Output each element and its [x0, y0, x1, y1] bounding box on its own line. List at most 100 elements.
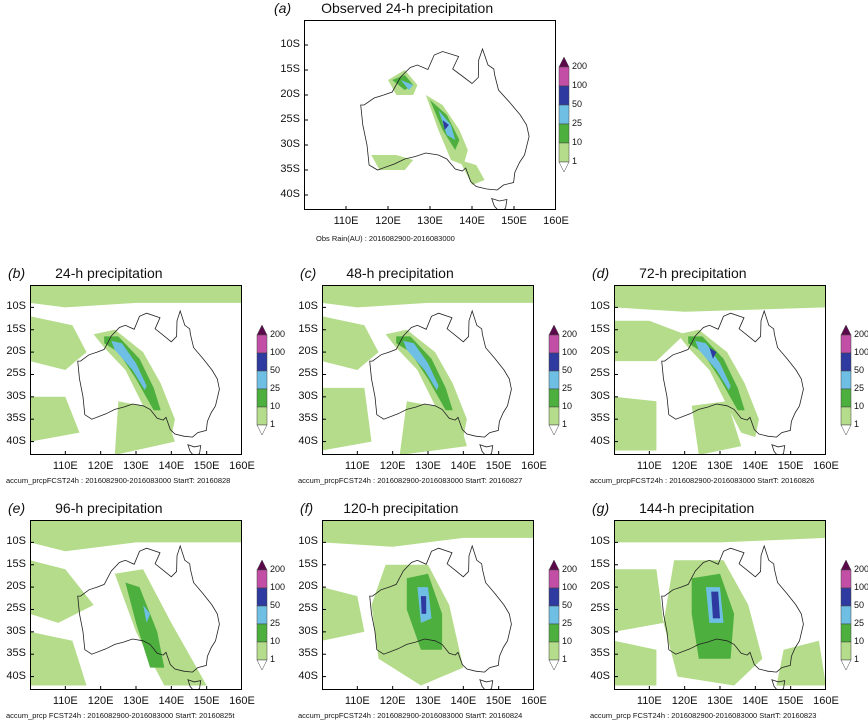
- colorbar-label: 200: [572, 61, 588, 71]
- panel-e-footer: accum_prcp FCST24h : 2016082900-20160830…: [6, 711, 235, 720]
- colorbar-label: 10: [562, 636, 573, 646]
- latitude-label: 40S: [298, 669, 318, 682]
- precip-area-light-green: [776, 640, 826, 686]
- panel-f: (f) 120-h precipitation 10S 15S 20S 25S 30S 35…: [292, 500, 582, 723]
- longitude-label: 150E: [485, 695, 512, 707]
- precip-area-dark-blue: [709, 347, 717, 359]
- colorbar-label: 1: [562, 654, 568, 664]
- panel-f-title: (f) 120-h precipitation: [300, 500, 458, 516]
- panel-d-map: [614, 285, 826, 455]
- panel-c-footer: accum_prcpFCST24h : 2016082900-201608300…: [298, 476, 523, 485]
- latitude-label: 30S: [590, 624, 610, 637]
- colorbar: 200 100 50 25 10 1: [548, 324, 582, 436]
- latitude-label: 25S: [590, 367, 610, 380]
- precip-area-light-green: [30, 285, 242, 308]
- panel-d: (d) 72-h precipitation 10S 15S 20S 25S 30S 35S…: [584, 265, 868, 490]
- precip-area-light-green: [30, 396, 80, 442]
- longitude-label: 120E: [375, 215, 401, 227]
- latitude-label: 40S: [590, 434, 610, 447]
- colorbar-label: 100: [562, 582, 578, 592]
- australia-coastline: [661, 309, 804, 438]
- precip-area-light-green: [322, 520, 534, 547]
- australia-coastline: [369, 544, 512, 673]
- panel-g-title: (g) 144-h precipitation: [592, 500, 754, 516]
- precip-area-light-green: [614, 640, 657, 686]
- longitude-label: 160E: [521, 695, 547, 707]
- australia-coastline: [77, 544, 220, 673]
- latitude-label: 15S: [6, 557, 26, 570]
- latitude-label: 35S: [298, 647, 318, 660]
- colorbar-scale: [840, 324, 852, 436]
- colorbar: 200 100 50 25 10 1: [558, 56, 592, 173]
- latitude-label: 20S: [280, 88, 300, 100]
- latitude-label: 30S: [280, 138, 300, 150]
- precip-area-light-green: [614, 285, 826, 312]
- precip-area-light-blue: [400, 80, 414, 90]
- precip-area-light-green: [30, 316, 87, 370]
- colorbar-label: 25: [854, 383, 865, 393]
- precip-area-green: [688, 336, 745, 411]
- colorbar-label: 25: [270, 383, 281, 393]
- colorbar: 200 100 50 25 10 1: [256, 559, 290, 671]
- precip-area-light-blue: [403, 340, 439, 391]
- precip-area-light-green: [459, 160, 485, 185]
- panel-g: (g) 144-h precipitation 10S 15S 20S 25S 30S 35…: [584, 500, 868, 723]
- precip-area-light-green: [371, 155, 414, 170]
- panel-f-footer: accum_prcpFCST24h : 2016082900-201608300…: [298, 711, 523, 720]
- latitude-label: 15S: [590, 557, 610, 570]
- latitude-label: 30S: [6, 389, 26, 402]
- latitude-label: 10S: [6, 300, 26, 313]
- tasmania-coastline: [479, 444, 494, 455]
- latitude-label: 30S: [298, 624, 318, 637]
- precip-area-light-green: [30, 631, 87, 686]
- longitude-label: 110E: [636, 695, 662, 707]
- longitude-label: 160E: [229, 695, 255, 707]
- longitude-label: 110E: [344, 460, 370, 472]
- panel-f-title-text: 120-h precipitation: [343, 500, 459, 516]
- longitude-label: 120E: [87, 695, 114, 707]
- latitude-label: 35S: [6, 412, 26, 425]
- precip-area-green: [125, 582, 165, 668]
- panel-a-letter: (a): [274, 0, 292, 16]
- latitude-label: 25S: [280, 113, 300, 125]
- latitude-label: 20S: [298, 580, 318, 593]
- panel-b-letter: (b): [8, 265, 26, 281]
- precip-area-light-blue: [695, 340, 731, 391]
- panel-d-title: (d) 72-h precipitation: [592, 265, 747, 281]
- latitude-label: 10S: [6, 535, 26, 548]
- colorbar: 200 100 50 25 10 1: [840, 324, 868, 436]
- longitude-label: 160E: [229, 460, 255, 472]
- panel-a-footer: Obs Rain(AU) : 2016082900-2016083000: [316, 234, 455, 243]
- precip-area-light-green: [691, 401, 742, 455]
- colorbar-label: 100: [572, 80, 588, 90]
- colorbar-label: 25: [562, 383, 573, 393]
- latitude-label: 10S: [590, 535, 610, 548]
- longitude-label: 150E: [193, 460, 220, 472]
- latitude-label: 25S: [298, 602, 318, 615]
- colorbar-label: 50: [854, 365, 865, 375]
- australia-coastline: [661, 544, 804, 673]
- precip-area-light-green: [322, 587, 365, 641]
- longitude-label: 130E: [123, 460, 149, 472]
- tasmania-coastline: [491, 197, 508, 210]
- latitude-label: 20S: [6, 345, 26, 358]
- latitude-label: 40S: [298, 434, 318, 447]
- longitude-label: 160E: [543, 215, 569, 227]
- latitude-label: 25S: [6, 367, 26, 380]
- panel-g-letter: (g): [592, 500, 610, 516]
- latitude-label: 25S: [590, 602, 610, 615]
- colorbar-label: 200: [270, 329, 286, 339]
- latitude-label: 35S: [6, 647, 26, 660]
- panel-c-title-text: 48-h precipitation: [346, 265, 454, 281]
- panel-a: (a) Observed 24-h precipitation 10S 15S 20S…: [244, 0, 587, 250]
- latitude-label: 25S: [6, 602, 26, 615]
- colorbar-label: 10: [270, 636, 281, 646]
- precip-area-light-green: [614, 569, 664, 632]
- latitude-label: 20S: [590, 345, 610, 358]
- panel-e-title-text: 96-h precipitation: [55, 500, 163, 516]
- longitude-label: 140E: [158, 695, 185, 707]
- colorbar-label: 50: [270, 365, 281, 375]
- latitude-label: 25S: [298, 367, 318, 380]
- precip-area-light-green: [322, 316, 379, 370]
- longitude-label: 130E: [417, 215, 443, 227]
